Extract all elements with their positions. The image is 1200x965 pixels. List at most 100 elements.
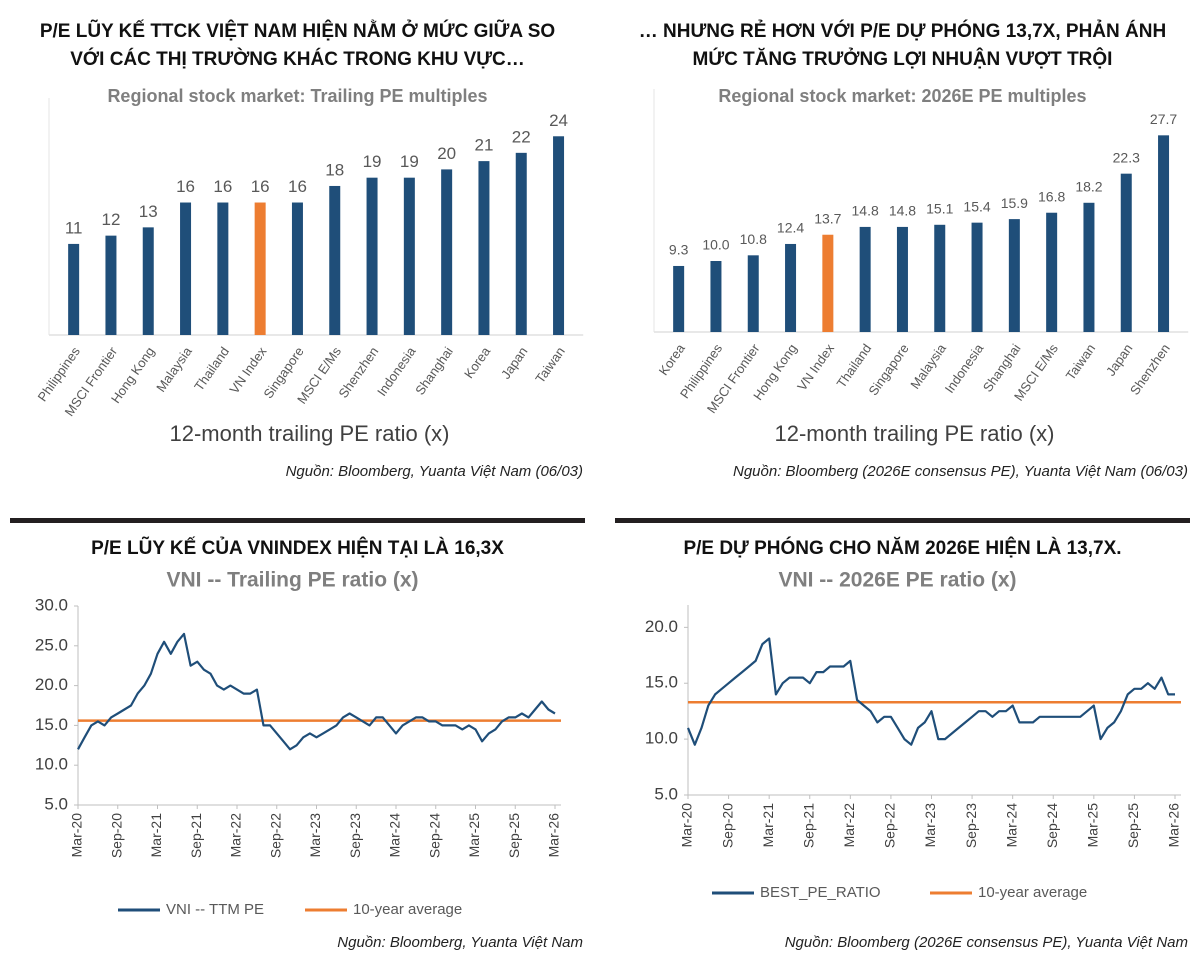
value-label: 22 <box>512 127 531 146</box>
value-label: 24 <box>549 111 568 130</box>
x-tick-label: Thailand <box>834 341 875 390</box>
chart-panel: … NHƯNG RẺ HƠN VỚI P/E DỰ PHÓNG 13,7X, P… <box>639 20 1189 480</box>
bar <box>441 169 453 335</box>
section-rule <box>615 518 1190 523</box>
bar <box>217 202 229 335</box>
legend-label: 10-year average <box>353 901 462 918</box>
bar <box>366 177 378 335</box>
value-label: 15.1 <box>926 200 953 216</box>
x-tick-label: Mar-20 <box>69 813 85 858</box>
bar <box>1008 219 1020 332</box>
bar <box>142 227 154 335</box>
source-note: Nguồn: Bloomberg, Yuanta Việt Nam <box>337 934 583 951</box>
x-tick-label: Shanghai <box>412 344 456 398</box>
value-label: 16 <box>251 177 270 196</box>
value-label: 15.9 <box>1001 195 1028 211</box>
chart-title: Regional stock market: 2026E PE multiple… <box>718 86 1086 106</box>
panel-heading: … NHƯNG RẺ HƠN VỚI P/E DỰ PHÓNG 13,7X, P… <box>639 20 1166 42</box>
x-tick-label: VN Index <box>794 341 837 394</box>
y-tick-label: 20.0 <box>645 617 678 636</box>
bar <box>673 265 685 332</box>
panel-heading: MỨC TĂNG TRƯỞNG LỢI NHUẬN VƯỢT TRỘI <box>693 48 1113 70</box>
bar <box>68 243 80 335</box>
value-label: 19 <box>363 152 382 171</box>
chart-panel: P/E DỰ PHÓNG CHO NĂM 2026E HIỆN LÀ 13,7X… <box>615 518 1190 951</box>
x-tick-label: Sep-22 <box>267 813 283 858</box>
chart-title: VNI -- 2026E PE ratio (x) <box>778 569 1016 592</box>
legend-label: VNI -- TTM PE <box>166 901 264 918</box>
value-label: 12.4 <box>777 220 804 236</box>
bar <box>785 243 797 332</box>
x-tick-label: Sep-20 <box>108 813 124 858</box>
x-tick-label: Sep-23 <box>347 813 363 858</box>
value-label: 13 <box>139 202 158 221</box>
x-axis-label: 12-month trailing PE ratio (x) <box>775 421 1055 446</box>
bar <box>859 226 871 332</box>
chart-panel: P/E LŨY KẾ TTCK VIỆT NAM HIỆN NẰM Ở MỨC … <box>35 20 584 480</box>
series-line <box>77 632 556 751</box>
value-label: 15.4 <box>963 198 990 214</box>
series-line <box>686 637 1175 746</box>
x-tick-label: Sep-21 <box>800 803 816 848</box>
value-label: 9.3 <box>669 242 689 258</box>
x-tick-label: Japan <box>498 344 531 382</box>
bar <box>934 224 946 332</box>
y-tick-label: 10.0 <box>645 729 678 748</box>
y-tick-label: 15.0 <box>645 673 678 692</box>
x-tick-label: Mar-21 <box>760 803 776 848</box>
bar <box>1120 173 1132 332</box>
x-tick-label: Taiwan <box>1063 341 1098 383</box>
x-tick-label: Mar-20 <box>679 803 695 848</box>
bar <box>478 161 490 335</box>
chart-title: Regional stock market: Trailing PE multi… <box>107 86 487 106</box>
x-tick-label: Sep-24 <box>1044 803 1060 848</box>
x-tick-label: Korea <box>461 343 494 381</box>
x-tick-label: Taiwan <box>532 344 567 386</box>
x-tick-label: Sep-25 <box>1125 803 1141 848</box>
source-note: Nguồn: Bloomberg (2026E consensus PE), Y… <box>733 463 1188 480</box>
bar <box>710 261 722 332</box>
bar <box>971 222 983 332</box>
x-tick-label: Mar-24 <box>387 813 403 858</box>
value-label: 14.8 <box>889 203 916 219</box>
value-label: 16 <box>288 177 307 196</box>
x-tick-label: Sep-22 <box>882 803 898 848</box>
panel-heading: P/E LŨY KẾ TTCK VIỆT NAM HIỆN NẰM Ở MỨC … <box>40 20 555 42</box>
value-label: 12 <box>101 210 120 229</box>
panel-heading: P/E DỰ PHÓNG CHO NĂM 2026E HIỆN LÀ 13,7X… <box>683 537 1121 559</box>
y-tick-label: 5.0 <box>654 784 678 803</box>
bar <box>896 226 908 332</box>
x-tick-label: Mar-25 <box>1085 803 1101 848</box>
x-tick-label: Mar-23 <box>307 813 323 858</box>
panel-heading: P/E LŨY KẾ CỦA VNINDEX HIỆN TẠI LÀ 16,3X <box>91 537 504 559</box>
bar <box>254 202 266 335</box>
x-tick-label: Mar-21 <box>148 813 164 858</box>
x-tick-label: Mar-24 <box>1003 803 1019 848</box>
x-tick-label: Sep-20 <box>719 803 735 848</box>
source-note: Nguồn: Bloomberg, Yuanta Việt Nam (06/03… <box>286 463 583 480</box>
value-label: 16 <box>176 177 195 196</box>
x-tick-label: Japan <box>1103 341 1136 379</box>
x-tick-label: Mar-23 <box>922 803 938 848</box>
bar <box>1046 212 1058 332</box>
legend-label: 10-year average <box>978 884 1087 901</box>
y-tick-label: 15.0 <box>35 715 68 734</box>
value-label: 18.2 <box>1075 178 1102 194</box>
panel-heading: VỚI CÁC THỊ TRƯỜNG KHÁC TRONG KHU VỰC… <box>70 48 525 70</box>
legend-label: BEST_PE_RATIO <box>760 884 881 901</box>
x-tick-label: Mar-26 <box>546 813 562 858</box>
y-tick-label: 30.0 <box>35 595 68 614</box>
x-tick-label: Indonesia <box>374 343 419 398</box>
x-tick-label: Sep-25 <box>506 813 522 858</box>
value-label: 22.3 <box>1113 149 1140 165</box>
x-tick-label: Mar-22 <box>228 813 244 858</box>
x-tick-label: Sep-21 <box>188 813 204 858</box>
x-tick-label: Thailand <box>191 344 232 393</box>
x-axis-label: 12-month trailing PE ratio (x) <box>170 421 450 446</box>
x-tick-label: Indonesia <box>942 340 987 395</box>
value-label: 16.8 <box>1038 188 1065 204</box>
y-tick-label: 25.0 <box>35 635 68 654</box>
value-label: 11 <box>65 218 83 237</box>
bar <box>1158 135 1170 332</box>
